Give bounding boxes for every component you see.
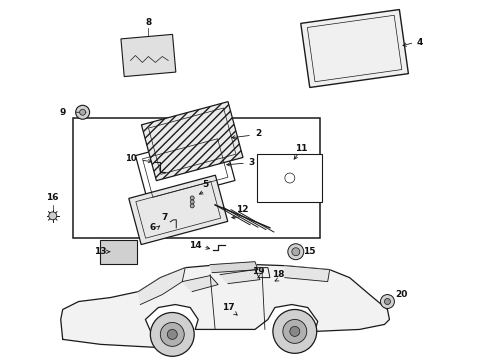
Text: 14: 14 — [189, 241, 201, 250]
Text: 13: 13 — [94, 247, 107, 256]
Text: 4: 4 — [416, 38, 422, 47]
Circle shape — [292, 248, 300, 256]
Polygon shape — [301, 9, 408, 87]
Text: 2: 2 — [255, 129, 261, 138]
Text: 9: 9 — [59, 108, 66, 117]
Polygon shape — [257, 154, 322, 202]
Polygon shape — [285, 266, 330, 282]
Text: 11: 11 — [295, 144, 308, 153]
Circle shape — [385, 298, 391, 305]
Circle shape — [80, 109, 86, 115]
Text: 15: 15 — [303, 247, 316, 256]
Circle shape — [150, 312, 194, 356]
Polygon shape — [142, 102, 243, 181]
Polygon shape — [121, 34, 176, 77]
Circle shape — [273, 310, 317, 353]
Text: 1: 1 — [227, 117, 233, 127]
Text: 18: 18 — [271, 270, 284, 279]
Polygon shape — [136, 132, 235, 204]
Polygon shape — [129, 175, 228, 244]
Circle shape — [380, 294, 394, 309]
Text: 3: 3 — [249, 158, 255, 167]
Polygon shape — [61, 264, 390, 347]
Circle shape — [283, 319, 307, 343]
Text: 6: 6 — [149, 223, 155, 232]
Circle shape — [160, 323, 184, 346]
Polygon shape — [138, 268, 185, 305]
Polygon shape — [210, 262, 258, 273]
Text: 19: 19 — [252, 267, 264, 276]
Circle shape — [190, 196, 194, 200]
Text: 5: 5 — [202, 180, 208, 189]
Circle shape — [190, 200, 194, 204]
Text: 16: 16 — [47, 193, 59, 202]
Circle shape — [75, 105, 90, 119]
Circle shape — [290, 327, 300, 336]
Polygon shape — [182, 276, 218, 292]
Circle shape — [49, 212, 57, 220]
Text: 10: 10 — [124, 154, 136, 163]
Polygon shape — [99, 240, 137, 264]
Circle shape — [167, 329, 177, 339]
Text: 20: 20 — [395, 290, 408, 299]
Text: 8: 8 — [145, 18, 151, 27]
Bar — [73, 118, 319, 238]
Circle shape — [190, 204, 194, 208]
Text: 17: 17 — [222, 303, 234, 312]
Polygon shape — [220, 270, 260, 284]
Text: 7: 7 — [161, 213, 168, 222]
Circle shape — [288, 244, 304, 260]
Text: 12: 12 — [236, 206, 248, 215]
